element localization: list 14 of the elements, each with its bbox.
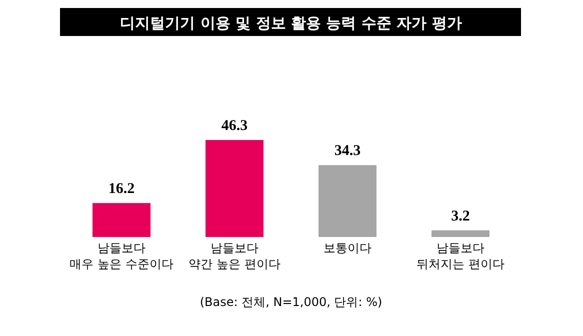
chart-title: 디지털기기 이용 및 정보 활용 능력 수준 자가 평가 (120, 14, 462, 32)
data-label: 46.3 (221, 118, 248, 134)
data-label: 3.2 (451, 208, 470, 224)
bar (206, 140, 264, 237)
x-tick-label: 남들보다 매우 높은 수준이다 (70, 241, 174, 271)
data-label: 16.2 (108, 181, 135, 198)
x-tick-label: 남들보다 약간 높은 편이다 (188, 241, 280, 271)
x-tick-label: 남들보다 뒤처지는 편이다 (416, 241, 504, 271)
bar (318, 165, 376, 237)
x-tick-label: 보통이다 (324, 241, 372, 255)
bar (92, 203, 150, 237)
text: (Base: 전체, N=1,000, 단위: %) (200, 295, 382, 309)
bar (432, 230, 490, 237)
data-label: 34.3 (334, 143, 361, 160)
